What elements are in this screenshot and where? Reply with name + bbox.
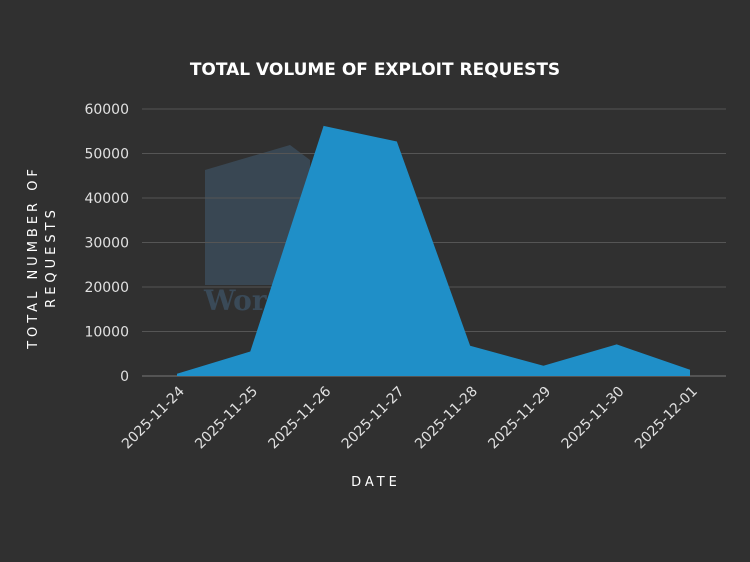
y-tick-label: 50000 — [84, 147, 129, 163]
y-tick-label: 40000 — [84, 191, 129, 207]
y-axis-ticks: 0 10000 20000 30000 40000 50000 60000 — [84, 102, 129, 385]
y-axis-label-line-1: TOTAL NUMBER OF — [26, 165, 41, 350]
x-tick-label: 2025-11-26 — [266, 383, 335, 452]
y-tick-label: 10000 — [84, 325, 129, 341]
x-tick-label: 2025-11-29 — [485, 384, 554, 453]
y-axis-label-line-2: REQUESTS — [44, 206, 59, 308]
y-tick-label: 0 — [120, 369, 129, 385]
chart-title: TOTAL VOLUME OF EXPLOIT REQUESTS — [190, 60, 560, 80]
watermark-text: Wor — [203, 284, 268, 317]
area-series — [176, 125, 691, 376]
x-tick-label: 2025-11-28 — [412, 384, 481, 453]
y-tick-label: 60000 — [84, 102, 129, 118]
x-tick-label: 2025-11-27 — [339, 384, 408, 453]
y-tick-label: 20000 — [84, 280, 129, 296]
x-tick-label: 2025-11-30 — [559, 384, 628, 453]
area-fill — [177, 125, 690, 376]
y-axis-label: TOTAL NUMBER OF REQUESTS — [26, 165, 59, 350]
x-tick-label: 2025-11-24 — [119, 383, 188, 452]
x-axis-ticks: 2025-11-24 2025-11-25 2025-11-26 2025-11-27… — [119, 383, 701, 452]
x-tick-label: 2025-12-01 — [632, 384, 701, 453]
x-axis-label: DATE — [351, 475, 401, 490]
x-tick-label: 2025-11-25 — [192, 384, 261, 453]
y-tick-label: 30000 — [84, 236, 129, 252]
